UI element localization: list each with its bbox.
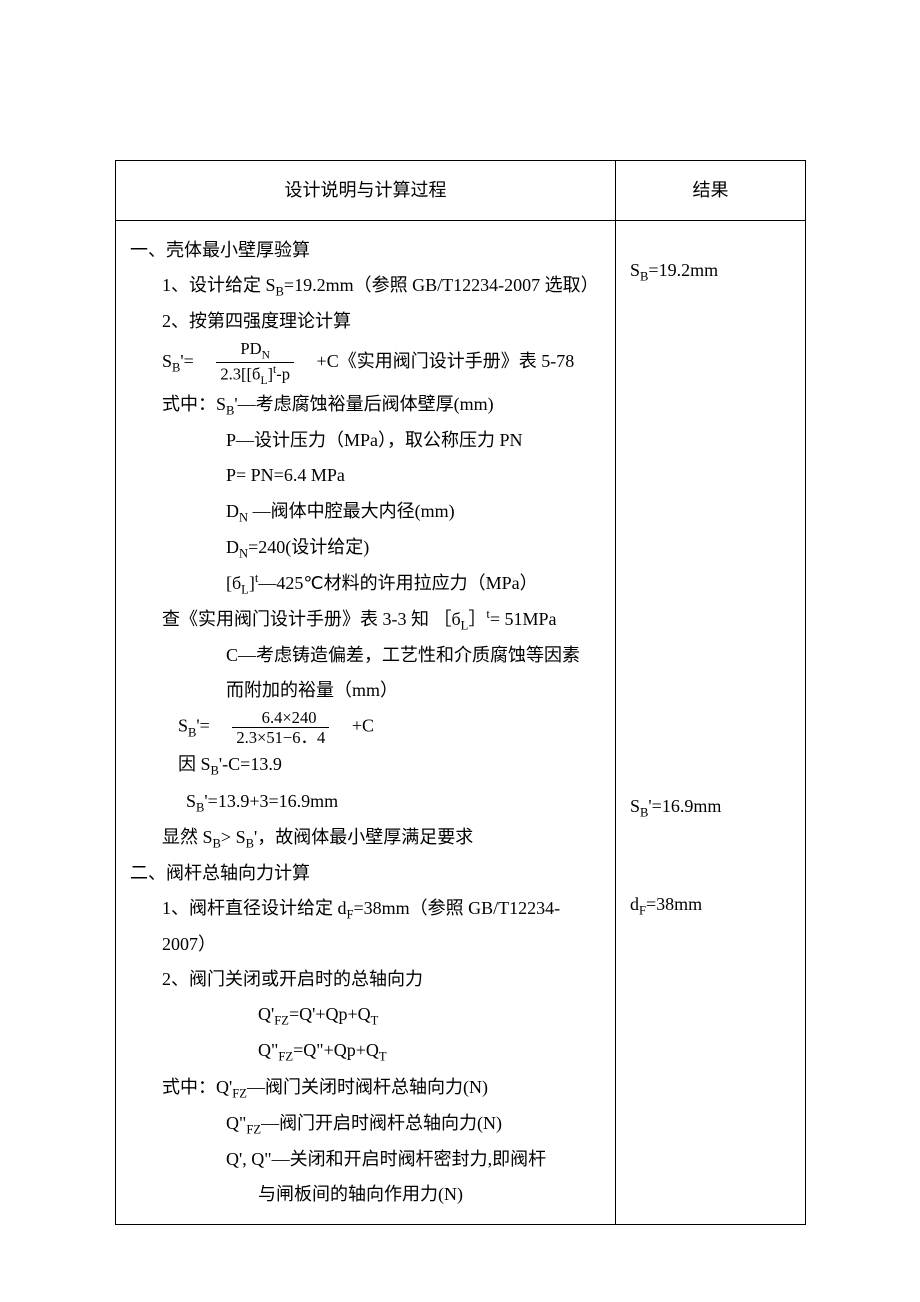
- sigma-line: [бL]t—425℃材料的许用拉应力（MPa）: [130, 566, 601, 602]
- s2-title: 二、阀杆总轴向力计算: [130, 856, 601, 891]
- s1-1: 1、设计给定 SB=19.2mm（参照 GB/T12234-2007 选取）: [130, 268, 601, 304]
- xianran: 显然 SB> SB'，故阀体最小壁厚满足要求: [130, 820, 601, 856]
- header-left-text: 设计说明与计算过程: [285, 180, 447, 200]
- header-right: 结果: [616, 161, 806, 221]
- frac-2: 6.4×240 2.3×51−6．4: [232, 708, 329, 747]
- q1: Q'FZ=Q'+Qp+QT: [130, 997, 601, 1033]
- q2desc: Q"FZ—阀门开启时阀杆总轴向力(N): [130, 1106, 601, 1142]
- dn-val: DN=240(设计给定): [130, 530, 601, 566]
- cha-line: 查《实用阀门设计手册》表 3-3 知 ［бL］t= 51MPa: [130, 602, 601, 638]
- q2: Q"FZ=Q"+Qp+QT: [130, 1033, 601, 1069]
- shizh: 式中：SB'—考虑腐蚀裕量后阀体壁厚(mm): [130, 387, 601, 423]
- body-left-cell: 一、壳体最小壁厚验算 1、设计给定 SB=19.2mm（参照 GB/T12234…: [116, 221, 616, 1225]
- p-val: P= PN=6.4 MPa: [130, 458, 601, 493]
- q3desc: Q', Q"—关闭和开启时阀杆密封力,即阀杆: [130, 1142, 601, 1177]
- s1-2: 2、按第四强度理论计算: [130, 304, 601, 339]
- result-1: SB=19.2mm: [630, 253, 791, 289]
- calc-table: 设计说明与计算过程 结果 一、壳体最小壁厚验算 1、设计给定 SB=19.2mm…: [115, 160, 806, 1225]
- s2-2: 2、阀门关闭或开启时的总轴向力: [130, 962, 601, 997]
- c-line2: 而附加的裕量（mm）: [130, 673, 601, 708]
- yin-line: 因 SB'-C=13.9: [130, 747, 601, 783]
- sbres: SB'=13.9+3=16.9mm: [130, 784, 601, 820]
- result-3: dF=38mm: [630, 887, 791, 923]
- header-left: 设计说明与计算过程: [116, 161, 616, 221]
- header-right-text: 结果: [693, 180, 729, 200]
- formula-1: SB'= PDN 2.3[[бL]t-p +C《实用阀门设计手册》表 5-78: [130, 339, 601, 387]
- dn-line: DN —阀体中腔最大内径(mm): [130, 494, 601, 530]
- s2-1: 1、阀杆直径设计给定 dF=38mm（参照 GB/T12234-2007）: [130, 891, 601, 962]
- body-right-cell: SB=19.2mm SB'=16.9mm dF=38mm: [616, 221, 806, 1225]
- result-2: SB'=16.9mm: [630, 789, 791, 825]
- frac-1: PDN 2.3[[бL]t-p: [216, 339, 294, 387]
- c-line1: C—考虑铸造偏差，工艺性和介质腐蚀等因素: [130, 638, 601, 673]
- p-line: P—设计压力（MPa），取公称压力 PN: [130, 423, 601, 458]
- formula-2: SB'= 6.4×240 2.3×51−6．4 +C: [130, 708, 601, 747]
- q3desc2: 与闸板间的轴向作用力(N): [130, 1177, 601, 1212]
- s1-title: 一、壳体最小壁厚验算: [130, 233, 601, 268]
- s2-sz: 式中：Q'FZ—阀门关闭时阀杆总轴向力(N): [130, 1070, 601, 1106]
